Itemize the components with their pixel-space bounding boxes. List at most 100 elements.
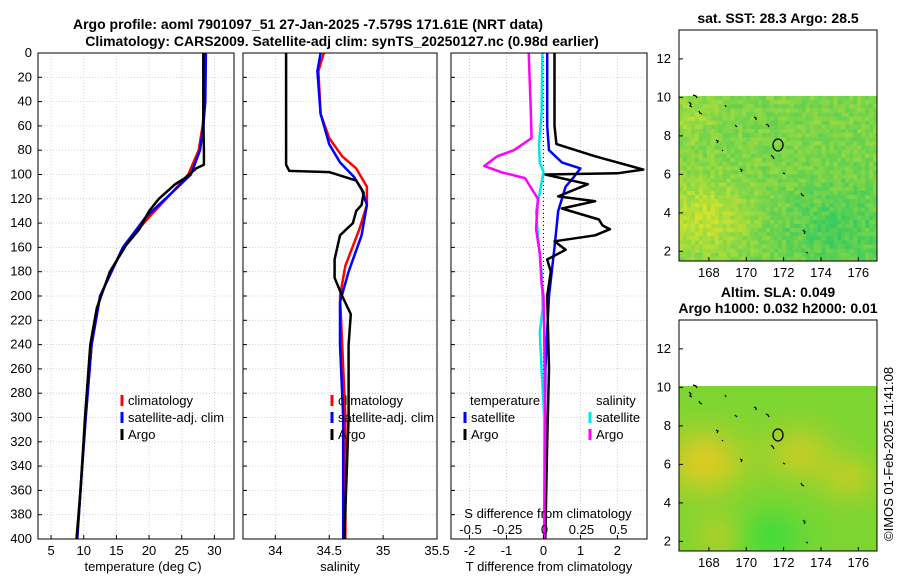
sst-cell xyxy=(841,219,846,225)
legend-label: climatology xyxy=(128,393,194,408)
sst-heatmap xyxy=(679,96,878,262)
sst-cell xyxy=(710,96,716,101)
sla-cell xyxy=(754,476,758,480)
sst-cell xyxy=(857,145,862,151)
sst-cell xyxy=(801,112,807,118)
sla-cell xyxy=(697,497,701,501)
sst-cell xyxy=(817,174,823,180)
sst-cell xyxy=(758,108,763,114)
sst-cell xyxy=(778,232,783,237)
sla-cell xyxy=(703,389,707,393)
sst-cell xyxy=(706,211,712,217)
sst-cell xyxy=(702,240,708,246)
sst-cell xyxy=(730,170,735,175)
sst-cell xyxy=(758,195,763,200)
sla-cell xyxy=(763,389,767,393)
sst-cell xyxy=(694,145,700,151)
sst-cell xyxy=(762,232,767,237)
sla-cell xyxy=(691,395,695,399)
sla-cell xyxy=(745,395,749,399)
sla-cell xyxy=(712,407,716,411)
sst-cell xyxy=(837,240,842,246)
sla-cell xyxy=(700,473,704,477)
sla-cell xyxy=(721,410,725,414)
sla-cell xyxy=(856,392,860,396)
sla-cell xyxy=(805,398,809,402)
sla-cell xyxy=(751,497,755,501)
sla-cell xyxy=(874,455,878,459)
sst-cell xyxy=(801,223,807,229)
sst-cell xyxy=(714,104,720,109)
sla-cell xyxy=(742,494,746,498)
sst-cell xyxy=(710,207,716,213)
sla-cell xyxy=(679,407,683,411)
sst-cell xyxy=(849,256,854,262)
sla-cell xyxy=(823,407,827,411)
sla-cell xyxy=(787,395,791,399)
sst-cell xyxy=(694,124,700,130)
sla-cell xyxy=(754,464,758,468)
sla-cell xyxy=(853,416,857,420)
sst-cell xyxy=(726,124,731,130)
sla-cell xyxy=(805,452,809,456)
sst-cell xyxy=(766,104,771,109)
sla-cell xyxy=(718,419,722,423)
sla-cell xyxy=(727,392,731,396)
sla-cell xyxy=(847,470,851,474)
sla-cell xyxy=(817,401,821,405)
sla-cell xyxy=(853,437,857,441)
sla-cell xyxy=(856,419,860,423)
sst-cell xyxy=(813,166,819,171)
sst-cell xyxy=(821,232,827,237)
sst-cell xyxy=(774,236,779,241)
sla-cell xyxy=(856,473,860,477)
sla-cell xyxy=(859,440,863,444)
sst-cell xyxy=(821,186,827,192)
sla-cell xyxy=(871,428,875,432)
sla-cell xyxy=(823,479,827,483)
sst-cell xyxy=(869,228,874,233)
sla-cell xyxy=(862,410,866,414)
sst-cell xyxy=(793,178,799,184)
sla-cell xyxy=(829,392,833,396)
sst-cell xyxy=(797,100,803,105)
sst-cell xyxy=(833,203,838,208)
sla-cell xyxy=(835,434,839,438)
sla-cell xyxy=(736,440,740,444)
sst-cell xyxy=(825,104,830,109)
sst-cell xyxy=(857,100,862,105)
sla-cell xyxy=(745,488,749,492)
sst-cell xyxy=(706,141,712,147)
sst-cell xyxy=(694,236,700,241)
y-tick-label: 400 xyxy=(10,531,32,546)
sla-cell xyxy=(712,395,716,399)
sst-cell xyxy=(821,195,827,200)
sst-cell xyxy=(738,178,743,184)
sla-cell xyxy=(835,440,839,444)
sla-cell xyxy=(778,407,782,411)
sla-cell xyxy=(775,473,779,477)
sla-cell xyxy=(862,404,866,408)
sst-cell xyxy=(702,203,708,208)
sst-cell xyxy=(706,215,712,221)
sla-cell xyxy=(799,437,803,441)
sst-cell xyxy=(722,207,728,213)
sla-cell xyxy=(781,389,785,393)
sst-cell xyxy=(702,199,708,204)
sst-cell xyxy=(813,96,819,101)
difference-panel: -2 -1 0 1 2-0.5 -0.25 0 0.25 0.5 xyxy=(450,52,648,558)
sla-cell xyxy=(757,452,761,456)
sst-cell xyxy=(686,203,692,208)
sla-cell xyxy=(751,446,755,450)
sla-cell xyxy=(826,476,830,480)
sla-cell xyxy=(826,488,830,492)
sst-cell xyxy=(746,137,751,142)
sla-cell xyxy=(763,392,767,396)
sla-cell xyxy=(751,488,755,492)
sla-cell xyxy=(724,470,728,474)
title-line-2: Climatology: CARS2009. Satellite-adj cli… xyxy=(85,33,599,49)
island-outline xyxy=(800,192,805,197)
sla-cell xyxy=(790,506,794,510)
sla-cell xyxy=(694,485,698,489)
sst-cell xyxy=(781,195,787,200)
